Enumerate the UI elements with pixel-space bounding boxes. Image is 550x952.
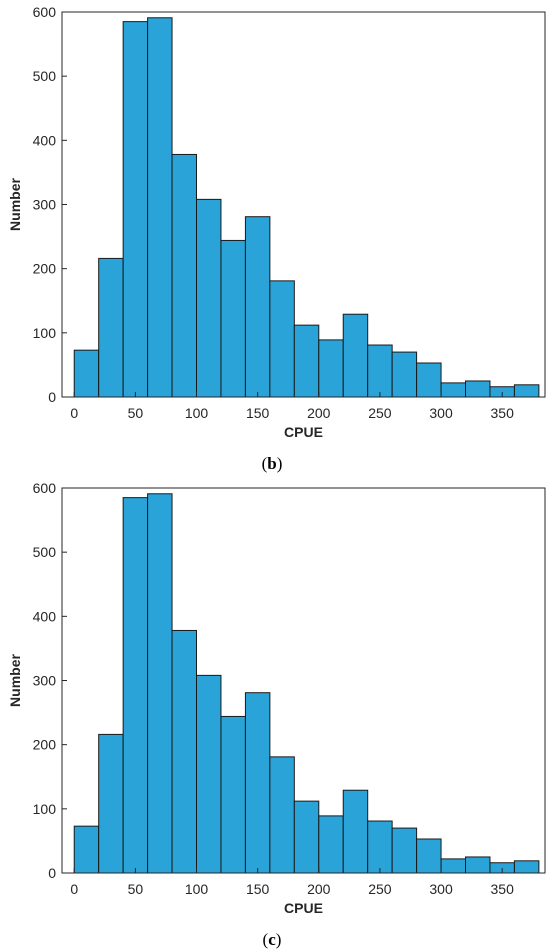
y-tick-label: 300: [33, 197, 57, 213]
histogram-bar: [244, 692, 271, 874]
histogram-bar: [171, 153, 198, 398]
axis-ticks: 0 50 100 150 200 250 300 350 0 100 200 300 400 500 600: [33, 4, 514, 421]
histogram-bar: [318, 815, 344, 874]
histogram-bar: [73, 825, 100, 874]
axis-ticks: 0 50 100 150 200 250 300 350 0 100 200 300 400 500 600: [33, 480, 514, 897]
y-tick-label: 300: [33, 673, 57, 689]
x-axis-label: CPUE: [284, 900, 323, 916]
histogram-bar: [98, 733, 124, 874]
x-tick-label: 0: [70, 405, 78, 421]
y-axis-label: Number: [7, 654, 23, 707]
histogram-bar: [98, 257, 124, 398]
histogram-bar: [391, 351, 418, 398]
y-tick-label: 0: [48, 389, 56, 405]
histogram-bar: [220, 715, 246, 874]
histogram-bar: [318, 339, 344, 398]
histogram-bar: [196, 674, 222, 874]
x-tick-label: 50: [128, 405, 144, 421]
x-tick-label: 150: [246, 405, 270, 421]
y-tick-label: 0: [48, 865, 56, 881]
histogram-panel-c: 0 50 100 150 200 250 300 350 0 100 200 300 400 500 600…: [7, 480, 546, 949]
x-tick-label: 250: [368, 405, 392, 421]
histogram-bar: [171, 629, 198, 874]
x-tick-label: 250: [368, 881, 392, 897]
histogram-bar: [416, 362, 442, 398]
x-tick-label: 0: [70, 881, 78, 897]
histogram-bar: [440, 382, 467, 398]
panel-label: (b): [262, 454, 283, 473]
histogram-bars: [73, 493, 540, 874]
histogram-bar: [416, 838, 442, 874]
histogram-bar: [465, 380, 491, 398]
x-tick-label: 100: [185, 405, 209, 421]
y-tick-label: 100: [33, 801, 57, 817]
histogram-bar: [440, 858, 467, 874]
histogram-bar: [269, 280, 295, 398]
histogram-bar: [244, 216, 271, 398]
histogram-bar: [513, 860, 540, 874]
histogram-bar: [367, 344, 393, 398]
histogram-bar: [293, 800, 320, 874]
histogram-bar: [391, 827, 418, 874]
y-tick-label: 600: [33, 480, 57, 496]
histogram-bar: [220, 239, 246, 398]
x-tick-label: 200: [307, 881, 331, 897]
x-axis-label: CPUE: [284, 424, 323, 440]
x-tick-label: 350: [491, 405, 515, 421]
y-tick-label: 200: [33, 261, 57, 277]
histogram-bar: [147, 17, 173, 398]
histogram-bar: [342, 313, 369, 398]
histogram-bar: [196, 198, 222, 398]
y-tick-label: 400: [33, 608, 57, 624]
histogram-bar: [147, 493, 173, 874]
y-tick-label: 400: [33, 132, 57, 148]
histogram-bar: [465, 856, 491, 874]
histogram-panel-b: 0 50 100 150 200 250 300 350 0 100 200 300 400 500 600…: [7, 4, 546, 473]
x-tick-label: 300: [429, 881, 453, 897]
histogram-bar: [73, 349, 100, 398]
histogram-bar: [513, 384, 540, 398]
x-tick-label: 300: [429, 405, 453, 421]
x-tick-label: 100: [185, 881, 209, 897]
y-tick-label: 600: [33, 4, 57, 20]
x-tick-label: 150: [246, 881, 270, 897]
histogram-bar: [367, 820, 393, 874]
x-tick-label: 50: [128, 881, 144, 897]
histogram-bar: [122, 497, 149, 874]
x-tick-label: 350: [491, 881, 515, 897]
y-tick-label: 200: [33, 737, 57, 753]
y-axis-label: Number: [7, 178, 23, 231]
histogram-bar: [293, 324, 320, 398]
histogram-bar: [269, 756, 295, 874]
x-tick-label: 200: [307, 405, 331, 421]
histogram-bars: [73, 17, 540, 398]
y-tick-label: 500: [33, 544, 57, 560]
y-tick-label: 100: [33, 325, 57, 341]
histogram-bar: [342, 789, 369, 874]
panel-label: (c): [263, 930, 282, 949]
y-tick-label: 500: [33, 68, 57, 84]
histogram-bar: [122, 21, 149, 398]
